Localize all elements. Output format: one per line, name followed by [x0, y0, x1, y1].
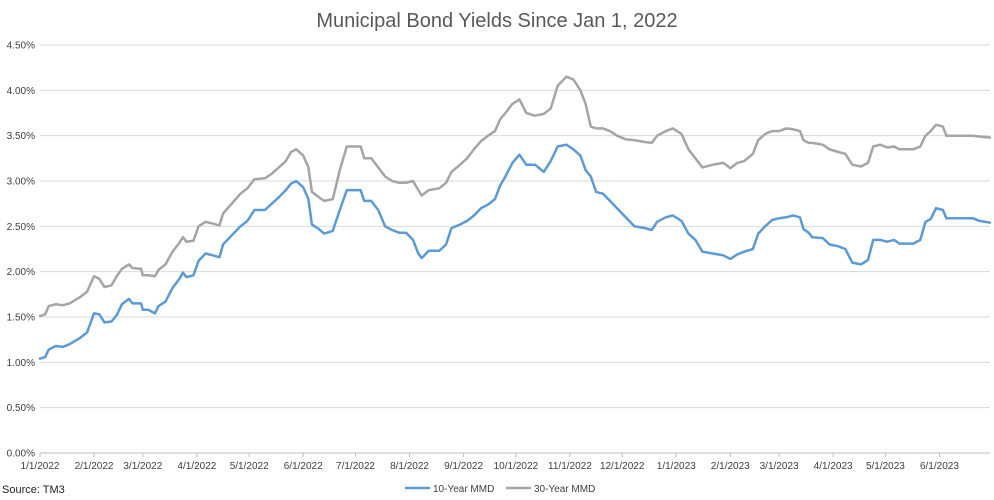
- legend-label-10yr: 10-Year MMD: [433, 484, 494, 495]
- y-tick-label: 4.00%: [7, 86, 35, 97]
- series-lines: [38, 75, 992, 360]
- x-tick-label: 11/1/2022: [548, 461, 592, 472]
- y-tick-label: 0.00%: [7, 449, 35, 460]
- x-axis-tick-labels: 1/1/2022 2/1/2022 3/1/2022 4/1/2022 5/1/2022…: [21, 453, 959, 472]
- legend: 10-Year MMD 30-Year MMD: [405, 484, 595, 495]
- y-tick-label: 0.50%: [7, 403, 35, 414]
- y-axis-tick-labels: 0.00% 0.50% 1.00% 1.50% 2.00% 2.50% 3.00% 3.50%…: [7, 41, 35, 460]
- x-tick-label: 3/1/2023: [760, 461, 799, 472]
- y-tick-label: 3.00%: [7, 177, 35, 188]
- x-tick-label: 12/1/2022: [600, 461, 645, 472]
- x-tick-label: 1/1/2023: [657, 461, 696, 472]
- y-tick-label: 2.00%: [7, 267, 35, 278]
- series-line-30-year-mmd: [38, 75, 992, 318]
- series-line-10-year-mmd: [38, 143, 992, 360]
- gridlines: [40, 44, 990, 454]
- source-label: Source: TM3: [2, 484, 65, 496]
- legend-label-30yr: 30-Year MMD: [534, 484, 595, 495]
- x-tick-label: 1/1/2022: [21, 461, 60, 472]
- x-tick-label: 2/1/2022: [75, 461, 114, 472]
- x-tick-label: 6/1/2022: [284, 461, 323, 472]
- y-tick-label: 3.50%: [7, 131, 35, 142]
- y-tick-label: 1.00%: [7, 358, 35, 369]
- chart-title: Municipal Bond Yields Since Jan 1, 2022: [316, 10, 677, 32]
- x-tick-label: 5/1/2022: [230, 461, 269, 472]
- x-tick-label: 6/1/2023: [920, 461, 959, 472]
- y-tick-label: 1.50%: [7, 313, 35, 324]
- x-tick-label: 2/1/2023: [711, 461, 750, 472]
- x-tick-label: 5/1/2023: [866, 461, 905, 472]
- y-tick-label: 2.50%: [7, 222, 35, 233]
- x-tick-label: 4/1/2022: [177, 461, 216, 472]
- y-tick-label: 4.50%: [7, 41, 35, 52]
- x-tick-label: 9/1/2022: [444, 461, 483, 472]
- x-tick-label: 7/1/2022: [336, 461, 375, 472]
- x-tick-label: 10/1/2022: [494, 461, 539, 472]
- x-tick-label: 3/1/2022: [123, 461, 162, 472]
- x-tick-label: 8/1/2022: [390, 461, 429, 472]
- x-tick-label: 4/1/2023: [814, 461, 853, 472]
